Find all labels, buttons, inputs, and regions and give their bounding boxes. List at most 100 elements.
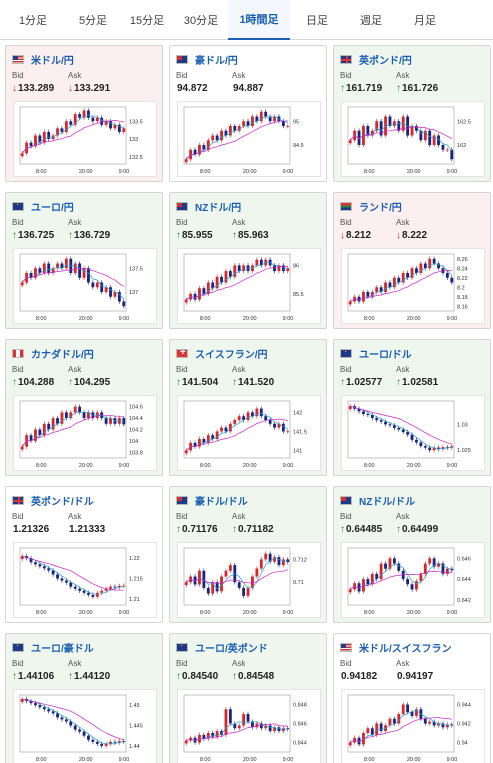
mini-chart[interactable]: 8.26 8.24 8.22 8.2 8.18 8.16 8:00 20:00 9:00 — [341, 248, 485, 324]
mini-chart[interactable]: 0.944 0.942 0.94 8:00 20:00 9:00 — [341, 689, 485, 763]
mini-chart[interactable]: 95 94.5 8:00 20:00 9:00 — [177, 101, 321, 177]
candle-body — [95, 741, 99, 744]
candle-body — [273, 557, 276, 562]
mini-chart[interactable]: 162.5 162 8:00 20:00 9:00 — [341, 101, 485, 177]
currency-card[interactable]: 英ポンド/円 Bid Ask ↑161.719 ↑161.726 162.5 16… — [333, 45, 491, 182]
bid-label: Bid — [12, 512, 24, 521]
candle-body — [268, 553, 272, 562]
currency-card[interactable]: スイスフラン/円 Bid Ask ↑141.504 ↑141.520 14214… — [169, 339, 327, 476]
candle-body — [259, 408, 263, 417]
currency-card[interactable]: 米ドル/スイスフラン Bid Ask 0.94182 0.94197 0.944… — [333, 633, 491, 763]
candle-body — [348, 140, 352, 144]
candle-body — [100, 590, 104, 593]
candle-body — [366, 728, 370, 733]
candle-body — [82, 110, 86, 118]
currency-card[interactable]: ユーロ/英ポンド Bid Ask ↑0.84540 ↑0.84548 0.848… — [169, 633, 327, 763]
candle-body — [242, 121, 246, 126]
currency-card[interactable]: 豪ドル/ドル Bid Ask ↑0.71176 ↑0.71182 0.712 0.… — [169, 486, 327, 623]
y-tick-label: 94.5 — [293, 143, 304, 149]
tab-timeframe-5[interactable]: 日足 — [306, 15, 328, 27]
currency-card[interactable]: 英ポンド/ドル Bid Ask 1.21326 1.21333 1.22 1.21… — [5, 486, 163, 623]
pair-name-link[interactable]: 英ポンド/ドル — [31, 496, 94, 508]
x-tick-label: 9:00 — [447, 610, 458, 616]
pair-name-link[interactable]: スイスフラン/円 — [195, 349, 268, 361]
pair-name-link[interactable]: 米ドル/円 — [31, 55, 74, 67]
au-flag-icon — [176, 54, 188, 64]
candlestick-chart: 137.5 137 8:00 20:00 9:00 — [19, 253, 143, 322]
candle-body — [198, 439, 201, 447]
plot-frame — [19, 547, 127, 606]
candle-body — [95, 592, 99, 597]
tab-timeframe-7[interactable]: 月足 — [414, 15, 436, 27]
pair-name-link[interactable]: ユーロ/円 — [31, 202, 74, 214]
currency-card[interactable]: ユーロ/ドル Bid Ask ↑1.02577 ↑1.02581 1.031.0… — [333, 339, 491, 476]
currency-card[interactable]: ユーロ/円 Bid Ask ↑136.725 ↑136.729 137.5137… — [5, 192, 163, 329]
moving-average-short — [186, 557, 288, 590]
candle-body — [242, 416, 246, 420]
ask-value: 0.64499 — [402, 524, 439, 535]
mini-chart[interactable]: 1.45 1.445 1.44 8:00 20:00 9:00 — [13, 689, 157, 763]
pair-name-link[interactable]: 豪ドル/円 — [195, 55, 238, 67]
tab-timeframe-4[interactable]: 1時間足 — [228, 0, 290, 40]
mini-chart[interactable]: 0.646 0.644 0.642 8:00 20:00 9:00 — [341, 542, 485, 618]
gb-flag-icon — [12, 495, 24, 505]
currency-card[interactable]: 米ドル/円 Bid Ask ↓133.289 ↓133.291 133.5 133… — [5, 45, 163, 182]
candle-body — [69, 121, 73, 125]
pair-name-link[interactable]: 豪ドル/ドル — [195, 496, 248, 508]
candle-body — [184, 159, 188, 163]
pair-name-link[interactable]: 米ドル/スイスフラン — [359, 643, 452, 655]
tab-timeframe-1[interactable]: 5分足 — [78, 15, 108, 27]
pair-name-link[interactable]: ユーロ/ドル — [359, 349, 412, 361]
arrow-up-icon: ↑ — [340, 83, 345, 94]
arrow-up-icon: ↑ — [12, 377, 17, 388]
ask-price: ↑1.44120 — [68, 671, 110, 682]
pair-name-link[interactable]: カナダドル/円 — [31, 349, 94, 361]
mini-chart[interactable]: 104.6 104.4 104.2 104 103.8 8:00 20:00 9:00 — [13, 395, 157, 471]
currency-card[interactable]: ランド/円 Bid Ask ↓8.212 ↓8.222 8.26 8.24 8.22… — [333, 192, 491, 329]
candle-body — [193, 576, 197, 585]
pair-name-link[interactable]: ユーロ/英ポンド — [195, 643, 268, 655]
pair-name-link[interactable]: ユーロ/豪ドル — [31, 643, 94, 655]
mini-chart[interactable]: 1.22 1.215 1.21 8:00 20:00 9:00 — [13, 542, 157, 618]
moving-average-short — [185, 116, 288, 160]
mini-chart[interactable]: 0.712 0.71 8:00 20:00 9:00 — [177, 542, 321, 618]
x-tick-label: 9:00 — [447, 463, 458, 469]
mini-chart[interactable]: 133.5 133 132.5 8:00 20:00 9:00 — [13, 101, 157, 177]
pair-name-link[interactable]: NZドル/ドル — [359, 496, 416, 508]
mini-chart[interactable]: 137.5 137 8:00 20:00 9:00 — [13, 248, 157, 324]
tab-timeframe-0[interactable]: 1分足 — [18, 15, 48, 27]
candle-body — [42, 131, 46, 143]
za-flag-icon — [340, 201, 352, 211]
mini-chart[interactable]: 142 141.5 141 8:00 20:00 9:00 — [177, 395, 321, 471]
pair-name-link[interactable]: ランド/円 — [359, 202, 402, 214]
currency-card[interactable]: ユーロ/豪ドル Bid Ask ↑1.44106 ↑1.44120 1.451.… — [5, 633, 163, 763]
pair-name-link[interactable]: NZドル/円 — [195, 202, 242, 214]
currency-card[interactable]: 豪ドル/円 Bid Ask 94.872 94.887 95 94.5 8:00 20… — [169, 45, 327, 182]
candle-body — [264, 725, 268, 729]
y-tick-label: 8.24 — [457, 266, 468, 272]
pair-name-link[interactable]: 英ポンド/円 — [359, 55, 412, 67]
currency-card[interactable]: NZドル/ドル Bid Ask ↑0.64485 ↑0.64499 0.646 0… — [333, 486, 491, 623]
candle-body — [117, 292, 121, 302]
mini-chart[interactable]: 86 85.5 8:00 20:00 9:00 — [177, 248, 321, 324]
candle-body — [51, 570, 55, 575]
x-tick-label: 8:00 — [364, 169, 375, 175]
bid-price: 1.21326 — [12, 524, 49, 535]
arrow-up-icon: ↑ — [396, 377, 401, 388]
currency-card[interactable]: NZドル/円 Bid Ask ↑85.955 ↑85.963 86 85.5 8:0… — [169, 192, 327, 329]
tab-timeframe-6[interactable]: 週足 — [360, 15, 382, 27]
mini-chart[interactable]: 0.848 0.846 0.844 8:00 20:00 9:00 — [177, 689, 321, 763]
mini-chart[interactable]: 1.03 1.025 8:00 20:00 9:00 — [341, 395, 485, 471]
moving-average-long — [349, 126, 452, 141]
candle-body — [428, 447, 432, 451]
x-tick-label: 8:00 — [36, 316, 47, 322]
candle-body — [104, 588, 108, 591]
tab-timeframe-2[interactable]: 15分足 — [129, 15, 165, 27]
currency-card[interactable]: カナダドル/円 Bid Ask ↑104.288 ↑104.295 104.6 1… — [5, 339, 163, 476]
candle-body — [29, 435, 33, 441]
candle-body — [415, 581, 418, 590]
candle-body — [437, 135, 440, 145]
candle-body — [423, 563, 427, 574]
tab-timeframe-3[interactable]: 30分足 — [183, 15, 219, 27]
candle-body — [29, 273, 33, 278]
